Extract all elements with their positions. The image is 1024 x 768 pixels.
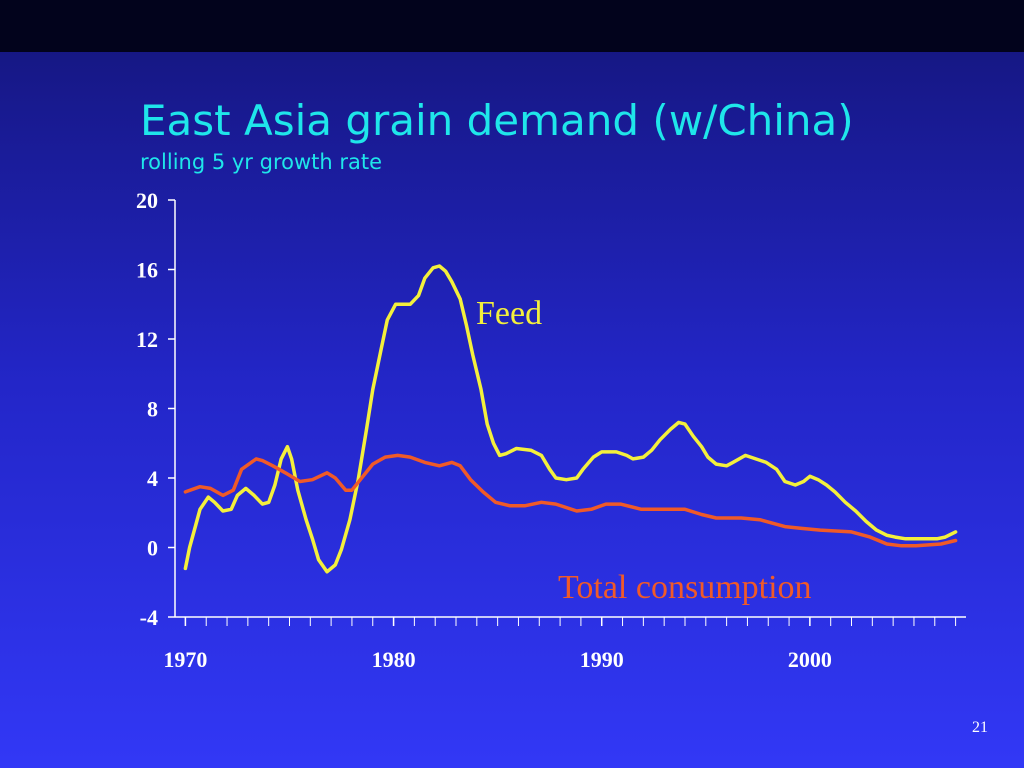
data-line xyxy=(183,453,958,548)
chart-title: East Asia grain demand (w/China) xyxy=(140,96,854,145)
x-tick-label: 1970 xyxy=(163,647,207,672)
chart-subtitle: rolling 5 yr growth rate xyxy=(140,150,382,174)
y-tick-label: 20 xyxy=(136,188,158,213)
series-label: Total consumption xyxy=(558,569,812,606)
x-tick-label: 1990 xyxy=(580,647,624,672)
y-tick-label: 8 xyxy=(147,397,158,422)
y-tick-label: -4 xyxy=(140,605,158,630)
x-tick-label: 2000 xyxy=(788,647,832,672)
y-tick-label: 0 xyxy=(147,536,158,561)
top-band xyxy=(0,0,1024,52)
y-tick-label: 12 xyxy=(136,327,158,352)
data-line xyxy=(183,264,958,574)
series-label: Feed xyxy=(476,295,542,332)
plot: -4 0 4 8 12 16 20 1970 1980 1990 2000 Feed Total con… xyxy=(136,188,966,672)
x-tick-label: 1980 xyxy=(372,647,416,672)
y-tick-label: 16 xyxy=(136,258,158,283)
y-tick-label: 4 xyxy=(147,466,158,491)
page-number: 21 xyxy=(972,719,988,736)
